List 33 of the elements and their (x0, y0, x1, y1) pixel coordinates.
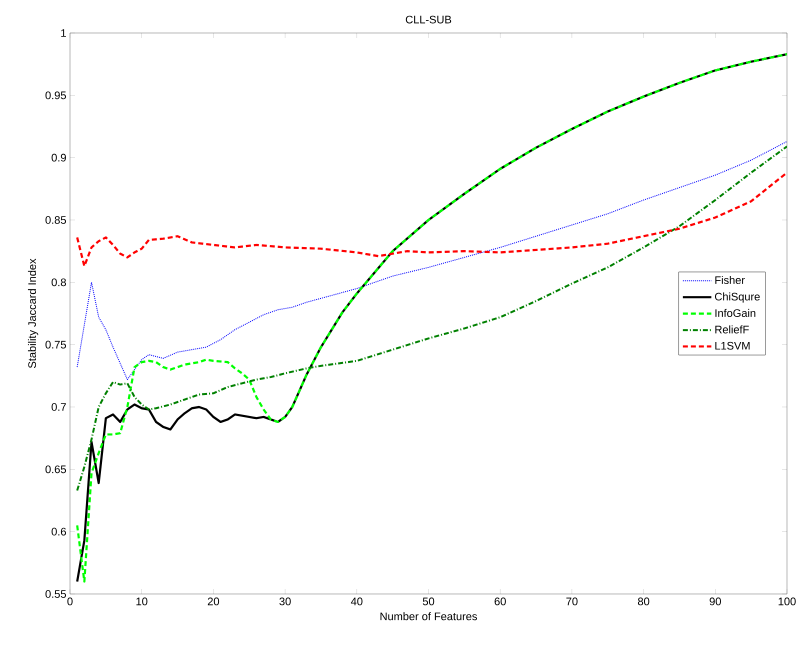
y-axis-title: Stability Jaccard Index (28, 258, 38, 368)
x-axis-title: Number of Features (380, 612, 477, 620)
line-series (76, 53, 787, 583)
x-tick-label: 50 (422, 598, 434, 606)
legend-label: InfoGain (715, 308, 756, 317)
x-tick-label: 60 (494, 598, 506, 606)
legend-label: L1SVM (715, 342, 750, 350)
x-tick-label: 100 (778, 598, 796, 606)
x-tick-label: 0 (67, 598, 73, 606)
x-tick-label: 20 (208, 598, 220, 606)
x-tick-label: 90 (710, 598, 721, 606)
y-tick-label: 0.55 (45, 590, 66, 598)
chart-title: CLL-SUB (406, 16, 452, 24)
y-tick-label: 1 (61, 29, 66, 37)
x-tick-label: 80 (638, 598, 650, 606)
x-tick-label: 70 (566, 598, 578, 606)
legend-label: ReliefF (715, 325, 749, 334)
legend-label: Fisher (715, 276, 745, 284)
y-tick-label: 0.7 (52, 403, 66, 411)
line-series (76, 140, 787, 380)
x-tick-label: 40 (350, 598, 362, 606)
x-tick-label: 30 (279, 598, 291, 606)
line-series (76, 172, 787, 268)
line-series (76, 145, 787, 492)
x-tick-label: 10 (136, 598, 148, 606)
y-tick-label: 0.6 (52, 528, 66, 536)
y-tick-label: 0.65 (45, 465, 66, 474)
y-tick-label: 0.85 (45, 216, 66, 224)
y-tick-label: 0.8 (52, 278, 66, 286)
legend-label: ChiSqure (714, 292, 760, 303)
y-tick-label: 0.95 (45, 91, 66, 100)
y-tick-label: 0.75 (45, 340, 66, 349)
y-tick-label: 0.9 (52, 154, 66, 162)
